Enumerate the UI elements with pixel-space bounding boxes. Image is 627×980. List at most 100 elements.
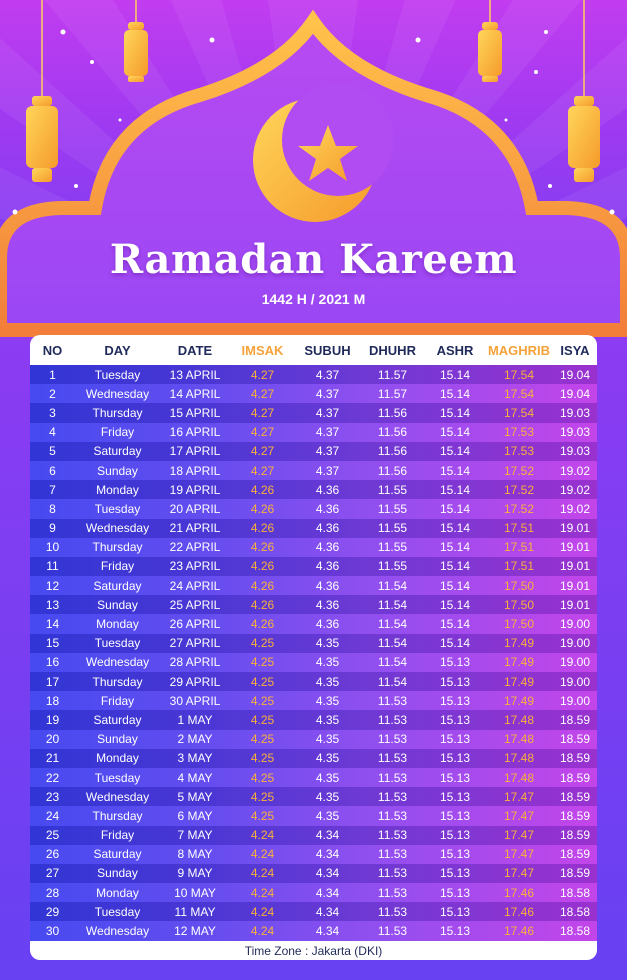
cell-ashr: 15.14 [439, 540, 471, 555]
table-row: 27 Sunday 9 MAY 4.24 4.34 11.53 15.13 17.47 18.5… [30, 863, 597, 884]
cell-date: 1 MAY [177, 712, 213, 727]
cell-ashr: 15.13 [439, 655, 471, 670]
cell-dhuhr: 11.53 [377, 866, 408, 881]
cell-subuh: 4.34 [315, 885, 340, 900]
cell-day: Thursday [92, 674, 143, 689]
cell-date: 3 MAY [177, 751, 213, 766]
cell-ashr: 15.13 [439, 866, 471, 881]
table-row: 3 Thursday 15 APRIL 4.27 4.37 11.56 15.14 17.54… [30, 403, 597, 423]
cell-isya: 18.58 [559, 885, 591, 900]
cell-imsak: 4.25 [250, 712, 275, 727]
cell-ashr: 15.14 [439, 405, 471, 420]
cell-no: 22 [45, 770, 60, 785]
cell-day: Friday [100, 828, 135, 843]
table-row: 23 Wednesday 5 MAY 4.25 4.35 11.53 15.13 17.47 1… [30, 787, 597, 807]
cell-day: Wednesday [85, 924, 150, 939]
cell-maghrib: 17.47 [503, 789, 535, 804]
cell-isya: 18.59 [559, 732, 591, 747]
cell-isya: 18.58 [559, 904, 591, 919]
lantern-icon [124, 0, 148, 82]
cell-day: Tuesday [94, 904, 141, 919]
cell-subuh: 4.34 [315, 828, 340, 843]
table-row: 9 Wednesday 21 APRIL 4.26 4.36 11.55 15.14 17.5… [30, 518, 597, 538]
cell-imsak: 4.24 [250, 904, 275, 919]
cell-isya: 18.59 [559, 808, 591, 823]
cell-imsak: 4.26 [250, 597, 275, 612]
cell-no: 9 [49, 521, 56, 536]
table-row: 19 Saturday 1 MAY 4.25 4.35 11.53 15.13 17.48 18… [30, 710, 597, 730]
cell-ashr: 15.14 [439, 425, 471, 440]
cell-imsak: 4.25 [250, 751, 275, 766]
cell-day: Monday [96, 751, 139, 766]
cell-maghrib: 17.49 [503, 655, 535, 670]
table-row: 28 Monday 10 MAY 4.24 4.34 11.53 15.13 17.46 18.… [30, 883, 597, 903]
cell-date: 15 APRIL [169, 405, 221, 420]
cell-isya: 18.59 [559, 751, 591, 766]
page-title: Ramadan Kareem [109, 236, 518, 283]
cell-imsak: 4.25 [250, 693, 275, 708]
cell-dhuhr: 11.56 [377, 425, 408, 440]
cell-ashr: 15.13 [439, 808, 471, 823]
cell-no: 10 [45, 540, 60, 555]
cell-date: 20 APRIL [169, 501, 221, 516]
cell-date: 6 MAY [177, 808, 213, 823]
star-icon [298, 125, 358, 181]
cell-subuh: 4.36 [315, 521, 340, 536]
cell-maghrib: 17.54 [503, 405, 535, 420]
cell-ashr: 15.14 [439, 367, 471, 382]
header-isya: ISYA [560, 342, 590, 358]
cell-ashr: 15.13 [439, 712, 471, 727]
cell-maghrib: 17.48 [503, 732, 535, 747]
cell-dhuhr: 11.54 [377, 597, 408, 612]
cell-ashr: 15.13 [439, 732, 471, 747]
cell-isya: 18.59 [559, 828, 591, 843]
cell-imsak: 4.27 [250, 444, 275, 459]
cell-dhuhr: 11.54 [377, 578, 408, 593]
sparkle-icon [12, 29, 615, 215]
cell-ashr: 15.14 [439, 463, 471, 478]
cell-isya: 19.00 [559, 674, 591, 689]
cell-date: 10 MAY [174, 885, 216, 900]
cell-ashr: 15.14 [439, 559, 471, 574]
cell-day: Thursday [92, 405, 143, 420]
cell-subuh: 4.35 [315, 732, 340, 747]
table-row: 10 Thursday 22 APRIL 4.26 4.36 11.55 15.14 17.5… [30, 537, 597, 557]
cell-dhuhr: 11.56 [377, 444, 408, 459]
cell-dhuhr: 11.53 [377, 885, 408, 900]
cell-dhuhr: 11.55 [377, 540, 408, 555]
cell-imsak: 4.27 [250, 367, 275, 382]
cell-ashr: 15.13 [439, 674, 471, 689]
cell-date: 25 APRIL [169, 597, 221, 612]
cell-maghrib: 17.54 [503, 386, 535, 401]
table-row: 22 Tuesday 4 MAY 4.25 4.35 11.53 15.13 17.48 18.… [30, 767, 597, 788]
cell-dhuhr: 11.53 [377, 751, 408, 766]
cell-maghrib: 17.53 [503, 444, 535, 459]
cell-maghrib: 17.52 [503, 501, 535, 516]
cell-no: 1 [49, 367, 56, 382]
cell-dhuhr: 11.53 [377, 924, 408, 939]
table-row: 18 Friday 30 APRIL 4.25 4.35 11.53 15.13 17.49 1… [30, 691, 597, 711]
cell-isya: 19.02 [559, 501, 591, 516]
cell-no: 18 [45, 693, 60, 708]
cell-ashr: 15.14 [439, 444, 471, 459]
cell-ashr: 15.13 [439, 924, 471, 939]
cell-day: Sunday [97, 732, 138, 747]
cell-isya: 19.01 [559, 521, 591, 536]
cell-date: 12 MAY [174, 924, 216, 939]
cell-dhuhr: 11.53 [377, 693, 408, 708]
cell-day: Saturday [93, 847, 142, 862]
table-row: 30 Wednesday 12 MAY 4.24 4.34 11.53 15.13 17.46… [30, 921, 597, 941]
crescent-moon-icon [253, 84, 394, 222]
schedule-table: NO DAY DATE IMSAK SUBUH DHUHR ASHR MAGHRIB ISYA … [30, 335, 597, 960]
cell-ashr: 15.14 [439, 482, 471, 497]
cell-maghrib: 17.46 [503, 904, 535, 919]
cell-subuh: 4.36 [315, 578, 340, 593]
cell-date: 2 MAY [177, 732, 213, 747]
cell-subuh: 4.35 [315, 712, 340, 727]
cell-date: 11 MAY [174, 904, 216, 919]
table-row: 5 Saturday 17 APRIL 4.27 4.37 11.56 15.14 17.53… [30, 441, 597, 461]
cell-no: 8 [49, 501, 56, 516]
cell-no: 4 [49, 425, 56, 440]
cell-ashr: 15.13 [439, 885, 471, 900]
table-row: 4 Friday 16 APRIL 4.27 4.37 11.56 15.14 17.53 19… [30, 422, 597, 442]
